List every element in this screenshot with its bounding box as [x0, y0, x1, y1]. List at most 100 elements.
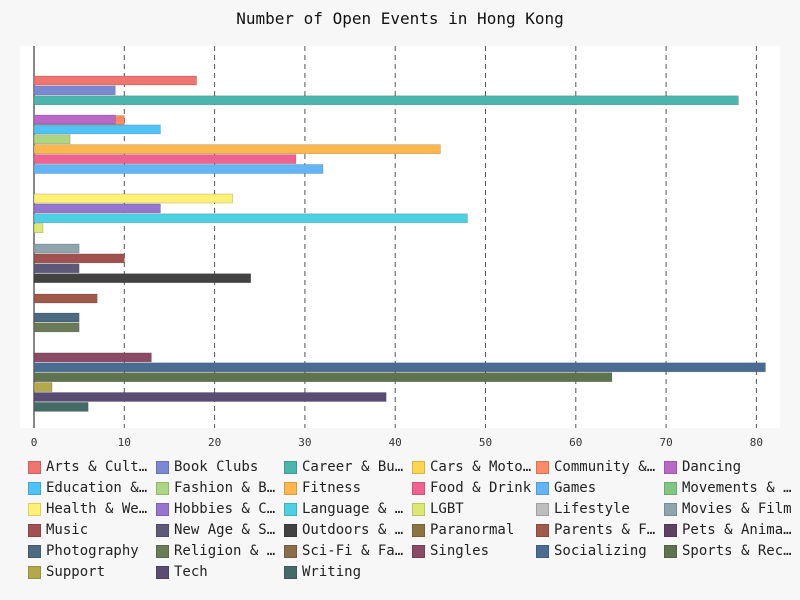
bar-education-learning: [33, 124, 161, 135]
legend-label: Career & Bus…: [302, 459, 408, 475]
legend-label: Education & …: [46, 480, 152, 496]
bar-religion-beliefs: [33, 322, 80, 333]
legend-label: Photography: [46, 543, 139, 559]
legend-item[interactable]: Hobbies & Cr…: [156, 499, 280, 519]
legend-swatch: [412, 481, 425, 495]
bar-food-drink: [33, 154, 297, 164]
legend-item[interactable]: Parents & Fa…: [536, 520, 660, 540]
legend-item[interactable]: Religion & B…: [156, 541, 280, 561]
legend-item[interactable]: Socializing: [536, 541, 660, 561]
legend-swatch: [664, 502, 677, 516]
legend-item[interactable]: Pets & Anima…: [664, 520, 794, 540]
legend-label: Paranormal: [430, 522, 515, 538]
legend-label: Support: [46, 564, 106, 580]
legend-swatch: [412, 523, 425, 537]
legend-item[interactable]: Book Clubs: [156, 457, 280, 477]
legend-label: Movements & …: [682, 480, 792, 496]
legend-item[interactable]: Sci-Fi & Fan…: [284, 541, 408, 561]
legend-swatch: [284, 481, 297, 495]
legend-label: Fitness: [302, 480, 362, 496]
legend-label: Health & Wel…: [46, 501, 152, 517]
bar-health-wellbeing: [33, 193, 233, 204]
legend-swatch: [156, 481, 169, 495]
legend-item[interactable]: Arts & Cultu…: [28, 457, 152, 477]
legend-swatch: [28, 481, 41, 495]
legend-swatch: [156, 565, 169, 579]
x-tick-label: 40: [389, 436, 402, 449]
legend-item[interactable]: Movies & Film: [664, 499, 794, 519]
legend-swatch: [536, 481, 549, 495]
legend-label: Singles: [430, 543, 490, 559]
legend-item[interactable]: Dancing: [664, 457, 794, 477]
legend-item[interactable]: Photography: [28, 541, 152, 561]
legend-swatch: [664, 544, 677, 558]
legend-label: Dancing: [682, 459, 742, 475]
chart-title: Number of Open Events in Hong Kong: [236, 9, 564, 28]
bar-movies-film: [33, 243, 80, 254]
legend-item[interactable]: Education & …: [28, 478, 152, 498]
legend-label: Sports & Rec…: [682, 543, 792, 559]
legend-item[interactable]: LGBT: [412, 499, 536, 519]
legend-item[interactable]: Writing: [284, 562, 408, 582]
bar-fashion-beauty: [33, 134, 71, 145]
legend-label: Book Clubs: [174, 459, 259, 475]
legend-swatch: [284, 523, 297, 537]
bar-music: [33, 253, 125, 264]
legend-label: Lifestyle: [554, 501, 630, 517]
legend-item[interactable]: Language & E…: [284, 499, 408, 519]
legend-item[interactable]: Music: [28, 520, 152, 540]
x-tick-label: 80: [750, 436, 763, 449]
x-tick-label: 50: [479, 436, 492, 449]
legend-swatch: [156, 544, 169, 558]
legend-label: Community & …: [554, 459, 660, 475]
legend-label: New Age & Sp…: [174, 522, 280, 538]
legend-item[interactable]: Cars & Motor…: [412, 457, 536, 477]
legend-label: Arts & Cultu…: [46, 459, 152, 475]
legend-swatch: [28, 523, 41, 537]
legend-item[interactable]: Movements & …: [664, 478, 794, 498]
legend-swatch: [412, 502, 425, 516]
legend-item[interactable]: Community & …: [536, 457, 660, 477]
legend-label: Religion & B…: [174, 543, 280, 559]
bar-tech: [33, 392, 387, 402]
x-tick-label: 70: [659, 436, 672, 449]
legend-item[interactable]: Support: [28, 562, 152, 582]
legend-item[interactable]: Outdoors & A…: [284, 520, 408, 540]
legend-item[interactable]: Health & Wel…: [28, 499, 152, 519]
legend-swatch: [284, 460, 297, 474]
x-tick-label: 30: [298, 436, 311, 449]
legend-label: Tech: [174, 564, 208, 580]
legend-swatch: [536, 544, 549, 558]
bar-language-ethnic-identity: [33, 213, 468, 224]
legend-item[interactable]: Lifestyle: [536, 499, 660, 519]
x-tick-label: 10: [118, 436, 131, 449]
legend-item[interactable]: Fashion & Be…: [156, 478, 280, 498]
legend-swatch: [156, 460, 169, 474]
legend-item[interactable]: New Age & Sp…: [156, 520, 280, 540]
legend-swatch: [412, 544, 425, 558]
x-tick-label: 20: [208, 436, 221, 449]
bar-support: [33, 382, 53, 392]
legend-swatch: [664, 460, 677, 474]
legend-item[interactable]: Tech: [156, 562, 280, 582]
bar-sports-recreation: [33, 372, 613, 383]
bar-socializing: [33, 362, 766, 373]
legend-label: Writing: [302, 564, 362, 580]
bar-photography: [33, 312, 80, 323]
legend-label: Food & Drink: [430, 480, 532, 496]
legend-item[interactable]: Paranormal: [412, 520, 536, 540]
bar-singles: [33, 352, 152, 363]
legend-item[interactable]: Food & Drink: [412, 478, 536, 498]
legend-swatch: [536, 460, 549, 474]
legend-label: Games: [554, 480, 597, 496]
legend-item[interactable]: Sports & Rec…: [664, 541, 794, 561]
legend-swatch: [412, 460, 425, 474]
legend-item[interactable]: Singles: [412, 541, 536, 561]
legend-item[interactable]: Career & Bus…: [284, 457, 408, 477]
legend-item[interactable]: Fitness: [284, 478, 408, 498]
bar-outdoors-adventure: [33, 273, 252, 284]
bar-games: [33, 164, 324, 174]
legend-label: Music: [46, 522, 89, 538]
legend-item[interactable]: Games: [536, 478, 660, 498]
